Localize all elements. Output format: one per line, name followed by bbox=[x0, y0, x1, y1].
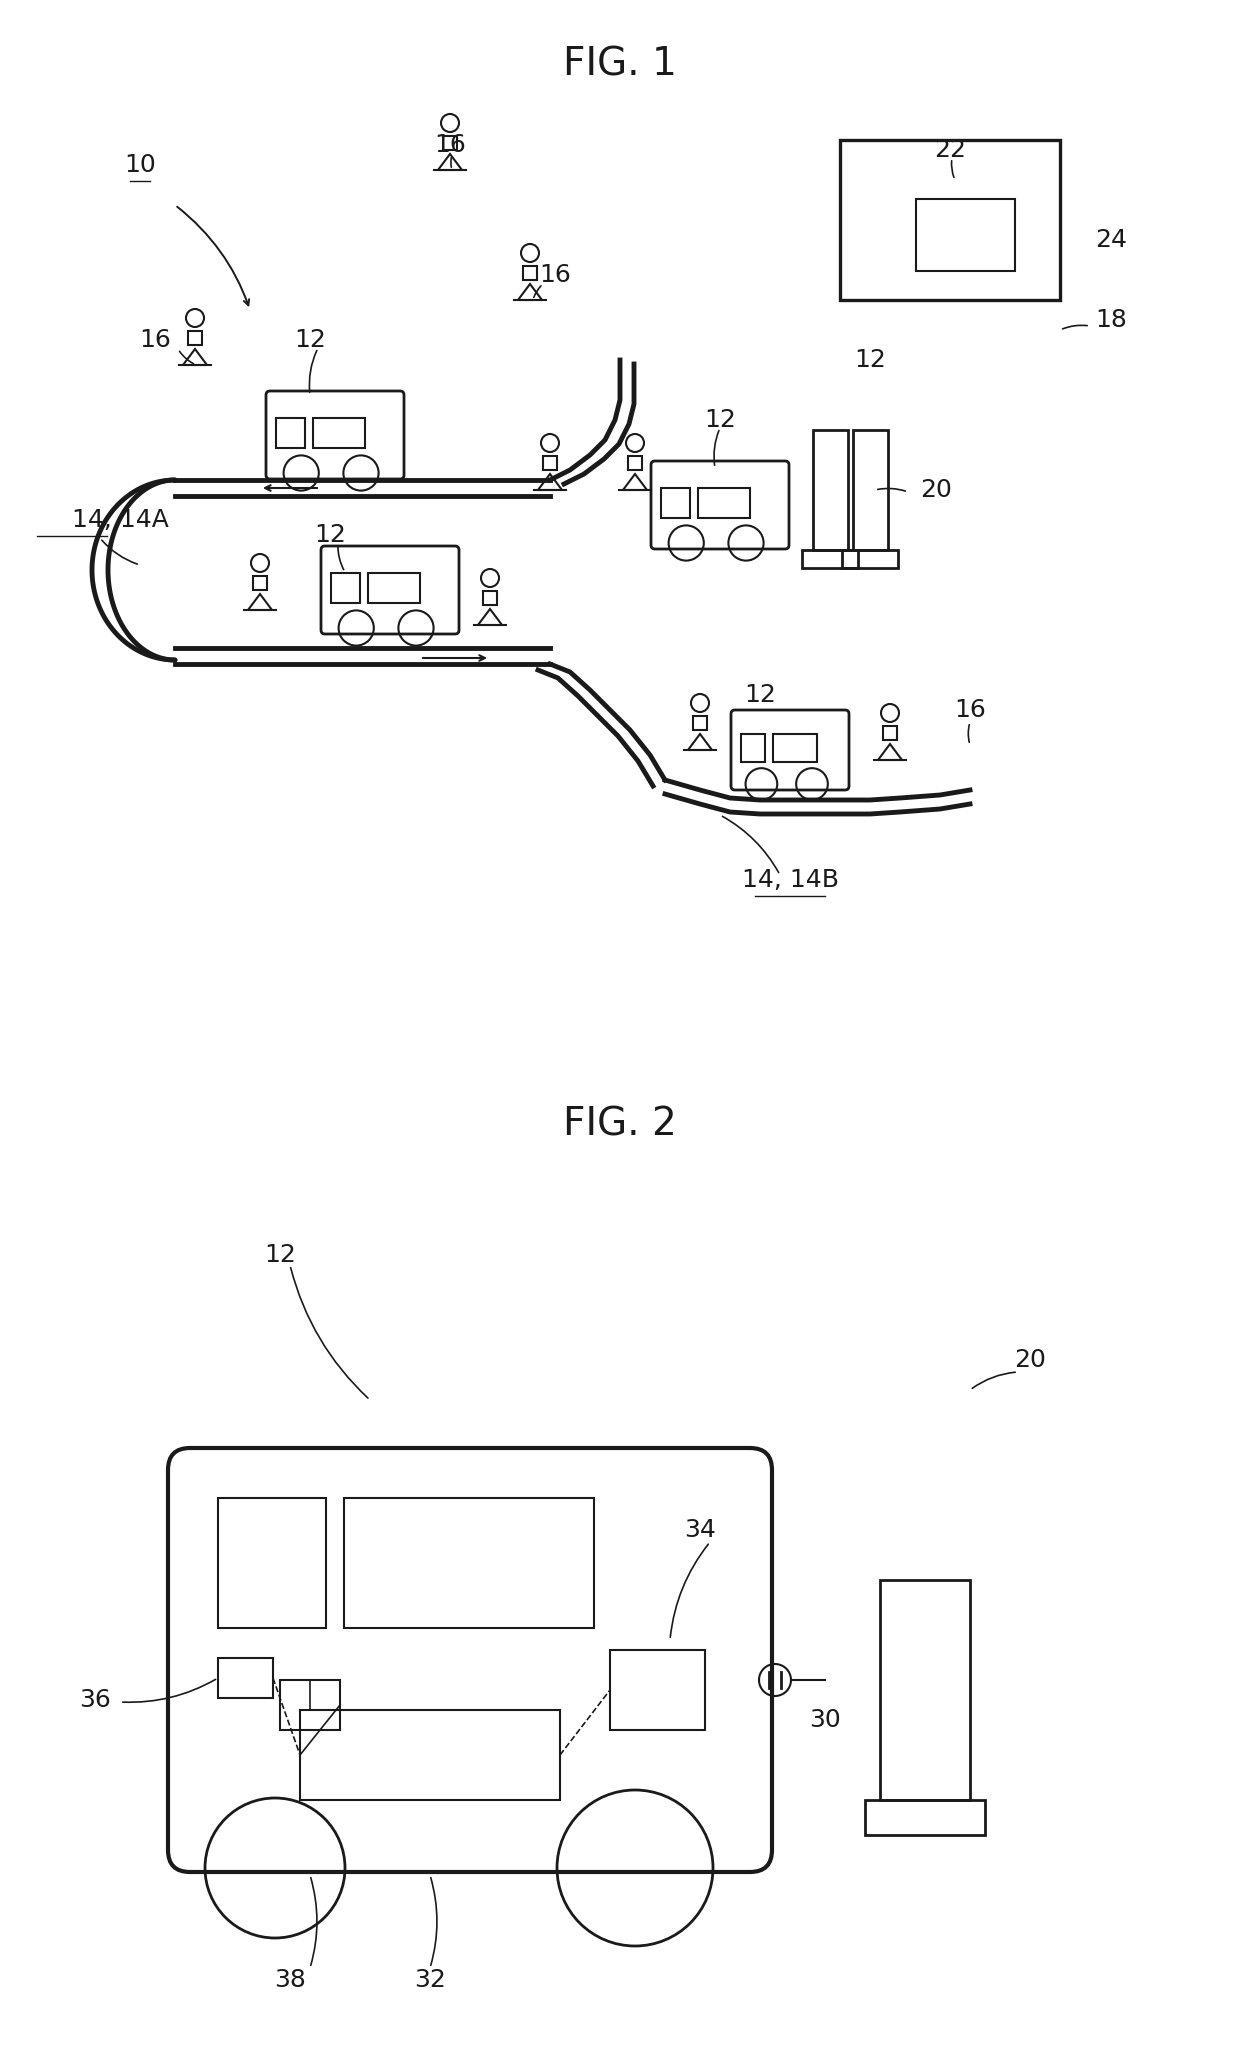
Text: 30: 30 bbox=[810, 1708, 841, 1733]
Text: 32: 32 bbox=[414, 1967, 446, 1992]
Text: 12: 12 bbox=[704, 407, 735, 432]
Bar bbox=[188, 331, 202, 346]
Bar bbox=[331, 572, 360, 603]
Text: 20: 20 bbox=[1014, 1348, 1045, 1373]
Bar bbox=[367, 572, 419, 603]
Text: FIG. 1: FIG. 1 bbox=[563, 45, 677, 82]
Text: 20: 20 bbox=[920, 477, 952, 502]
FancyBboxPatch shape bbox=[321, 545, 459, 634]
Text: 10: 10 bbox=[124, 152, 156, 177]
FancyBboxPatch shape bbox=[651, 461, 789, 549]
Bar bbox=[883, 726, 897, 741]
Bar bbox=[218, 1659, 273, 1698]
Bar bbox=[880, 1581, 970, 1801]
Bar bbox=[543, 457, 557, 469]
Text: 16: 16 bbox=[139, 327, 171, 352]
Bar bbox=[915, 200, 1014, 272]
Text: 12: 12 bbox=[854, 348, 885, 372]
Text: 24: 24 bbox=[1095, 228, 1127, 251]
Bar bbox=[693, 716, 707, 731]
Bar bbox=[253, 576, 267, 591]
Bar bbox=[523, 265, 537, 280]
Bar bbox=[866, 1801, 985, 1836]
Bar bbox=[484, 591, 497, 605]
Text: 14, 14A: 14, 14A bbox=[72, 508, 169, 533]
Bar bbox=[842, 549, 898, 568]
FancyBboxPatch shape bbox=[167, 1449, 773, 1873]
Text: 38: 38 bbox=[274, 1967, 306, 1992]
Text: FIG. 2: FIG. 2 bbox=[563, 1105, 677, 1142]
FancyBboxPatch shape bbox=[267, 391, 404, 480]
Text: 16: 16 bbox=[954, 698, 986, 722]
Bar bbox=[312, 418, 365, 449]
Text: 12: 12 bbox=[744, 683, 776, 708]
Bar bbox=[853, 430, 888, 549]
FancyBboxPatch shape bbox=[732, 710, 849, 790]
Text: 36: 36 bbox=[79, 1688, 110, 1712]
Text: 34: 34 bbox=[684, 1519, 715, 1541]
Bar bbox=[443, 136, 458, 150]
Bar bbox=[698, 488, 750, 519]
Bar bbox=[802, 549, 858, 568]
Text: 12: 12 bbox=[314, 523, 346, 547]
Bar bbox=[300, 1710, 560, 1801]
Bar bbox=[661, 488, 689, 519]
Text: 16: 16 bbox=[434, 134, 466, 156]
Bar bbox=[277, 418, 305, 449]
Bar bbox=[343, 1498, 594, 1628]
Text: 12: 12 bbox=[294, 327, 326, 352]
Bar bbox=[812, 430, 847, 549]
Bar bbox=[774, 735, 817, 761]
Bar bbox=[280, 1679, 340, 1731]
Text: 22: 22 bbox=[934, 138, 966, 163]
Bar bbox=[839, 140, 1060, 300]
Text: 16: 16 bbox=[539, 263, 570, 286]
Text: 14, 14B: 14, 14B bbox=[742, 868, 838, 891]
Text: 18: 18 bbox=[1095, 309, 1127, 331]
Bar bbox=[742, 735, 765, 761]
Bar bbox=[610, 1651, 706, 1731]
Text: 12: 12 bbox=[264, 1243, 296, 1268]
Bar bbox=[627, 457, 642, 469]
Bar bbox=[218, 1498, 326, 1628]
